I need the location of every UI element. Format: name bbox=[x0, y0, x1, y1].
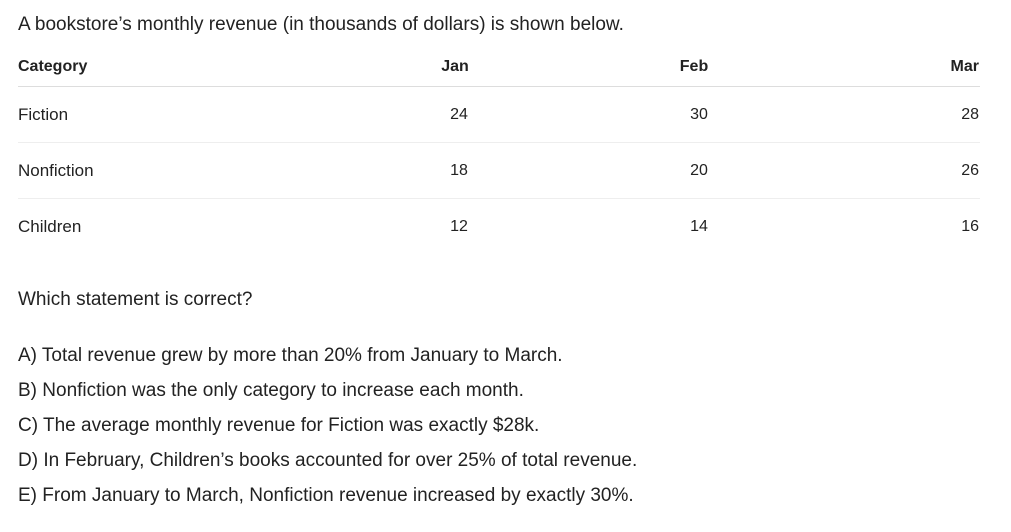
cell-value: 24 bbox=[450, 106, 468, 123]
cell-value: 12 bbox=[450, 218, 468, 235]
row-rule bbox=[18, 198, 980, 199]
column-header: Jan bbox=[441, 58, 469, 75]
header-rule bbox=[18, 86, 980, 87]
row-label: Nonfiction bbox=[18, 161, 94, 180]
row-label: Children bbox=[18, 217, 82, 236]
cell-value: 28 bbox=[961, 106, 979, 123]
row-label: Fiction bbox=[18, 105, 69, 124]
column-header: Mar bbox=[950, 58, 979, 75]
column-header: Category bbox=[18, 58, 88, 75]
cell-value: 18 bbox=[450, 162, 468, 179]
option: E) From January to March, Nonfiction rev… bbox=[18, 485, 634, 506]
option: D) In February, Children’s books account… bbox=[18, 450, 638, 471]
cell-value: 20 bbox=[690, 162, 708, 179]
cell-value: 26 bbox=[961, 162, 979, 179]
option: C) The average monthly revenue for Ficti… bbox=[18, 415, 540, 436]
column-header: Feb bbox=[679, 58, 709, 75]
intro: A bookstore’s monthly revenue (in thousa… bbox=[18, 14, 624, 35]
question: Which statement is correct? bbox=[18, 289, 253, 310]
cell-value: 14 bbox=[690, 218, 708, 235]
option: A) Total revenue grew by more than 20% f… bbox=[18, 345, 563, 366]
row-rule bbox=[18, 142, 980, 143]
cell-value: 16 bbox=[961, 218, 979, 235]
cell-value: 30 bbox=[690, 106, 708, 123]
option: B) Nonfiction was the only category to i… bbox=[18, 380, 524, 401]
